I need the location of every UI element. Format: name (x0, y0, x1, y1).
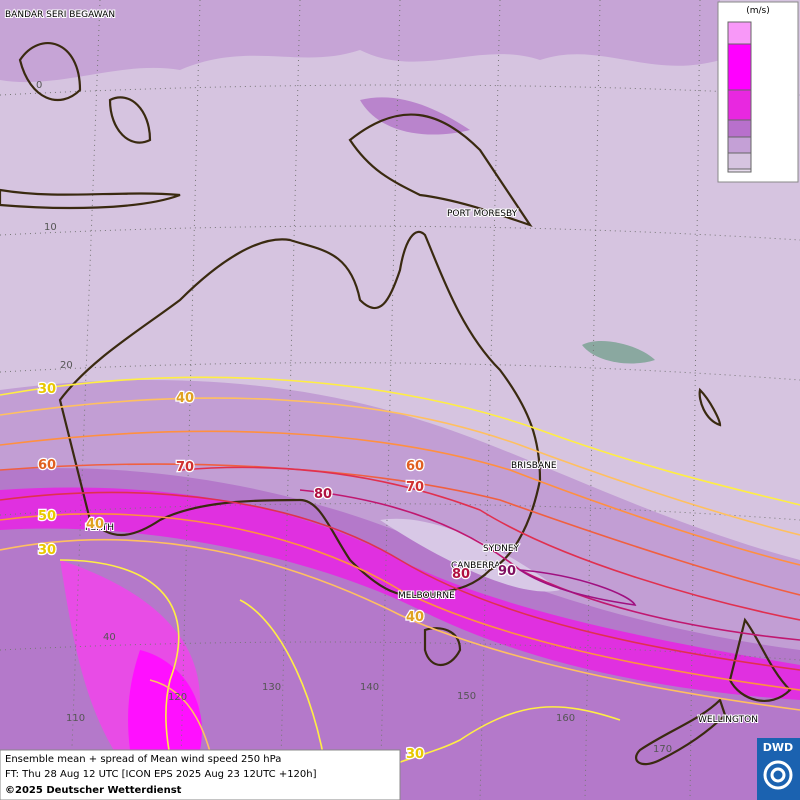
lake (582, 340, 655, 364)
contour-label: 50 (38, 509, 56, 524)
swatch (727, 119, 752, 138)
city-label: PORT MORESBY (447, 209, 518, 219)
grid-label: 0 (36, 80, 42, 91)
city-label: MELBOURNE (398, 591, 455, 601)
swatch (727, 43, 752, 91)
grid-label: 40 (103, 632, 116, 643)
city-label: WELLINGTON (698, 715, 758, 725)
city-label: PERTH (85, 523, 114, 533)
coastline (0, 42, 792, 766)
footer-line: FT: Thu 28 Aug 12 UTC [ICON EPS 2025 Aug… (5, 769, 317, 780)
legend-swatches (727, 21, 752, 173)
contour-label: 30 (38, 382, 56, 397)
grid-label: 20 (60, 360, 73, 371)
contour-label: 60 (38, 458, 56, 473)
logo-text: DWD (763, 741, 793, 754)
contour-label: 40 (86, 517, 104, 532)
swatch (727, 168, 752, 173)
grid-label: 10 (44, 222, 57, 233)
grid-label: 120 (168, 692, 187, 703)
city-label: CANBERRA (451, 561, 501, 571)
city-label: BRISBANE (511, 461, 557, 471)
spread-area (0, 0, 720, 83)
spread-area (360, 97, 470, 135)
legend-unit: (m/s) (746, 6, 770, 16)
contour-label: 30 (38, 543, 56, 558)
contour-label: 70 (176, 460, 194, 475)
footer-box (0, 749, 401, 800)
contour-label: 80 (314, 487, 332, 502)
swatch (727, 21, 752, 45)
grid-label: 110 (66, 713, 85, 724)
contour-label: 40 (406, 610, 424, 625)
grid-label: 130 (262, 682, 281, 693)
contour-label: 60 (406, 459, 424, 474)
grid-label: 170 (653, 744, 672, 755)
city-label: SYDNEY (483, 544, 520, 554)
swatch (727, 89, 752, 121)
contour-label: 90 (498, 564, 516, 579)
spread-area (128, 650, 202, 750)
swatch (727, 152, 752, 170)
grid-label: 150 (457, 691, 476, 702)
contour-label: 30 (406, 747, 424, 762)
logo-icon (770, 767, 786, 783)
grid-label: 160 (556, 713, 575, 724)
contour-label: 80 (452, 567, 470, 582)
spread-area (380, 518, 560, 592)
footer-line: Ensemble mean + spread of Mean wind spee… (5, 754, 281, 765)
logo-icon (763, 760, 793, 790)
city-label: BANDAR SERI BEGAWAN (5, 10, 115, 20)
contour-label: 40 (176, 391, 194, 406)
city-layer: 181286420102040110120130140150160170BAND… (4, 9, 776, 763)
footer-line: ©2025 Deutscher Wetterdienst (5, 785, 182, 796)
swatch (727, 136, 752, 154)
grid-label: 140 (360, 682, 379, 693)
contour-label: 70 (406, 480, 424, 495)
